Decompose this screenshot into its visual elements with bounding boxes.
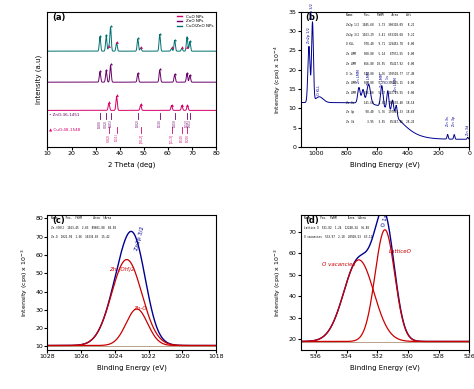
- Y-axis label: Intensity (a.u): Intensity (a.u): [36, 55, 42, 104]
- Text: Zn 3s      141.60   4.34  706538.40  18.18: Zn 3s 141.60 4.34 706538.40 18.18: [346, 101, 414, 105]
- Text: (220): (220): [185, 133, 190, 142]
- Text: Zn LMM: Zn LMM: [357, 70, 361, 83]
- Text: O 1s: O 1s: [381, 214, 389, 228]
- Text: Zn LMM     500.00   5.14   87972.55   0.00: Zn LMM 500.00 5.14 87972.55 0.00: [346, 52, 414, 56]
- Text: (002): (002): [104, 119, 108, 128]
- Text: (a): (a): [53, 13, 66, 22]
- Text: (101): (101): [109, 119, 112, 128]
- Text: Zn LMM: Zn LMM: [366, 72, 371, 85]
- Text: (b): (b): [306, 13, 319, 22]
- Y-axis label: Intensity (cps) x 10$^{-3}$: Intensity (cps) x 10$^{-3}$: [273, 248, 283, 317]
- Text: ▲ CuO:48-1548: ▲ CuO:48-1548: [49, 127, 80, 131]
- Text: Zn-O: Zn-O: [133, 306, 147, 311]
- Text: Zn 3p       98.40   5.76  197083.33  18.69: Zn 3p 98.40 5.76 197083.33 18.69: [346, 110, 414, 114]
- Text: (102): (102): [136, 119, 140, 128]
- Text: • ZnO:36-1451: • ZnO:36-1451: [49, 113, 79, 117]
- Text: O KLL      978.40   9.71  129453.78   0.00: O KLL 978.40 9.71 129453.78 0.00: [346, 42, 414, 46]
- Text: Zn2p 3/2  1023.29   3.41  652318.68   9.21: Zn2p 3/2 1023.29 3.41 652318.68 9.21: [346, 33, 414, 37]
- Text: O 1s: O 1s: [386, 75, 390, 83]
- Text: (110): (110): [158, 119, 162, 128]
- Text: Zn-(OH)2  1023.45  2.03  89601.88  84.58: Zn-(OH)2 1023.45 2.03 89601.88 84.58: [51, 226, 116, 230]
- Text: (201): (201): [188, 119, 192, 128]
- Text: (310): (310): [180, 133, 184, 142]
- Text: Zn2p 1/2  1045.68   3.73  380318.09   8.21: Zn2p 1/2 1045.68 3.73 380318.09 8.21: [346, 23, 414, 27]
- Text: Zn 3d: Zn 3d: [466, 125, 470, 135]
- Text: Zn2p 1/2: Zn2p 1/2: [307, 27, 311, 43]
- Y-axis label: Intensity (cps) x 10$^{-3}$: Intensity (cps) x 10$^{-3}$: [19, 248, 30, 317]
- Text: Zn2p 3/2: Zn2p 3/2: [135, 226, 146, 251]
- Text: Zn LMM     476.00   5.27  147749.55   0.00: Zn LMM 476.00 5.27 147749.55 0.00: [346, 91, 414, 95]
- Text: Zn-O  1022.94  1.56  16334.89  15.42: Zn-O 1022.94 1.56 16334.89 15.42: [51, 235, 109, 239]
- Text: Zn LMM     500.00   5.79  395015.15   0.00: Zn LMM 500.00 5.79 395015.15 0.00: [346, 81, 414, 85]
- Text: (111): (111): [115, 133, 118, 141]
- Y-axis label: Intensity (cps) x 10$^{-4}$: Intensity (cps) x 10$^{-4}$: [273, 45, 283, 114]
- Text: [11-3]: [11-3]: [170, 133, 173, 142]
- Text: Name     Pos.  FWHM       Area  %Area: Name Pos. FWHM Area %Area: [51, 216, 111, 220]
- X-axis label: Binding Energy (eV): Binding Energy (eV): [350, 162, 420, 168]
- Text: [20-2]: [20-2]: [139, 133, 143, 143]
- Text: O vacancies  533.97  2.18  20920.53  63.12: O vacancies 533.97 2.18 20920.53 63.12: [304, 235, 372, 239]
- Text: (002): (002): [107, 133, 111, 142]
- Text: Zn2p 3/2: Zn2p 3/2: [310, 4, 314, 19]
- Text: (d): (d): [306, 216, 319, 225]
- Text: Zn 3s: Zn 3s: [446, 116, 450, 126]
- Text: Zn LMM: Zn LMM: [380, 74, 384, 87]
- Text: Lattice O  531.82  1.24  12248.34  36.88: Lattice O 531.82 1.24 12248.34 36.88: [304, 226, 369, 230]
- Text: Zn 3d        3.95   3.55   85347.86  28.20: Zn 3d 3.95 3.55 85347.86 28.20: [346, 120, 414, 124]
- Text: Zn-(OH)2: Zn-(OH)2: [109, 268, 135, 272]
- Text: LatticeO: LatticeO: [389, 249, 412, 254]
- Text: O vacancies: O vacancies: [322, 262, 356, 267]
- Legend: CuO NPs, ZnO NPs, CuO/ZnO NPs: CuO NPs, ZnO NPs, CuO/ZnO NPs: [176, 14, 214, 29]
- Text: O KLL: O KLL: [317, 84, 321, 95]
- Text: (100): (100): [98, 119, 102, 128]
- Text: Name      Pos.  FWHM       Area  %Area: Name Pos. FWHM Area %Area: [304, 216, 365, 220]
- Text: O 1s       532.00   3.76  190518.77  17.49: O 1s 532.00 3.76 190518.77 17.49: [346, 72, 414, 75]
- Text: (103): (103): [173, 119, 177, 128]
- Text: Zn 3p: Zn 3p: [452, 116, 456, 126]
- Text: Zn LMM: Zn LMM: [394, 77, 398, 91]
- X-axis label: Binding Energy (eV): Binding Energy (eV): [350, 365, 420, 371]
- X-axis label: Binding Energy (eV): Binding Energy (eV): [97, 365, 167, 371]
- X-axis label: 2 Theta (deg): 2 Theta (deg): [108, 162, 155, 168]
- Text: Name       Pos.    FWHM     Area     At%: Name Pos. FWHM Area At%: [346, 13, 411, 17]
- Text: (112): (112): [185, 119, 189, 127]
- Text: (c): (c): [53, 216, 65, 225]
- Text: Zn LMM     656.80  10.95   85417.92   0.00: Zn LMM 656.80 10.95 85417.92 0.00: [346, 62, 414, 66]
